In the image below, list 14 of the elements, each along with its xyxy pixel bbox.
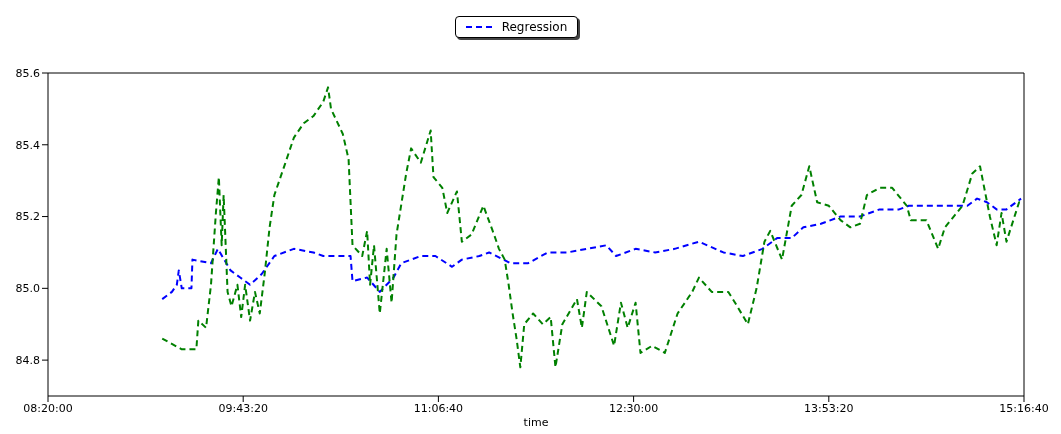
y-tick-label: 85.6 bbox=[15, 66, 40, 80]
x-tick-label: 11:06:40 bbox=[413, 401, 464, 415]
x-tick-label: 13:53:20 bbox=[804, 401, 854, 415]
y-tick-label: 85.2 bbox=[15, 210, 40, 224]
x-tick-label: 12:30:00 bbox=[608, 401, 659, 415]
x-tick-label: 09:43:20 bbox=[218, 401, 268, 415]
x-tick-label: 08:20:00 bbox=[23, 401, 73, 415]
x-axis-title: time bbox=[523, 416, 549, 429]
line-series bbox=[161, 197, 1023, 301]
legend-label: Regression bbox=[501, 20, 568, 34]
y-tick-label: 84.8 bbox=[15, 354, 40, 368]
y-tick-label: 85.0 bbox=[15, 282, 40, 296]
x-tick-label: 15:16:40 bbox=[999, 401, 1049, 415]
y-tick-label: 85.4 bbox=[15, 138, 40, 152]
